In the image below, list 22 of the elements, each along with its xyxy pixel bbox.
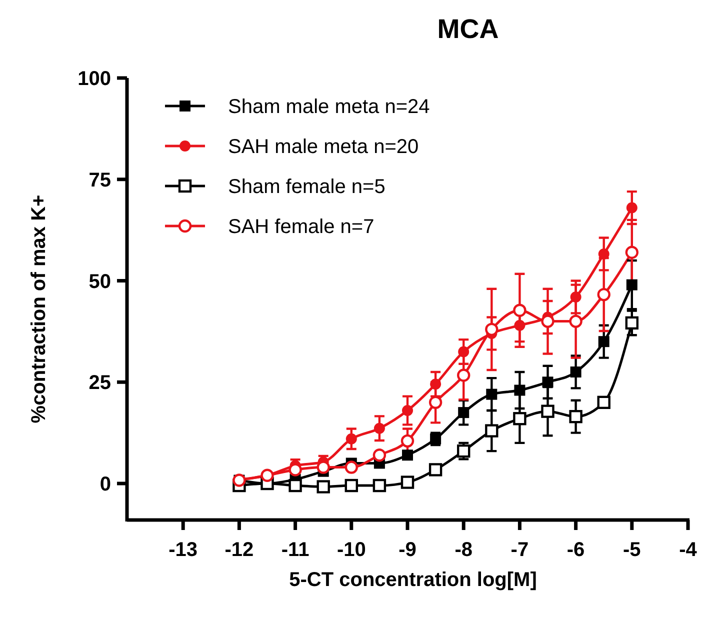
x-tick-label: -8: [454, 539, 472, 561]
x-tick-label: -4: [679, 539, 698, 561]
legend-label: SAH female n=7: [228, 216, 374, 238]
y-tick-label: 25: [88, 372, 111, 394]
legend-label: Sham male meta n=24: [228, 96, 430, 118]
x-tick-label: -13: [168, 539, 198, 561]
chart-title: MCA: [437, 14, 499, 44]
legend-label: SAH male meta n=20: [228, 136, 419, 158]
x-tick-label: -10: [336, 539, 366, 561]
x-axis-title: 5-CT concentration log[M]: [289, 569, 537, 591]
x-tick-label: -7: [510, 539, 529, 561]
x-tick-label: -5: [623, 539, 641, 561]
y-tick-label: 0: [100, 474, 111, 496]
y-axis-title: %contraction of max K+: [28, 194, 50, 424]
x-tick-label: -12: [224, 539, 254, 561]
y-tick-label: 100: [78, 68, 111, 90]
x-tick-label: -11: [281, 539, 310, 561]
x-tick-label: -9: [398, 539, 416, 561]
x-tick-label: -6: [566, 539, 585, 561]
y-tick-label: 50: [88, 270, 111, 293]
y-tick-label: 75: [88, 169, 111, 192]
legend-label: Sham female n=5: [228, 176, 386, 198]
